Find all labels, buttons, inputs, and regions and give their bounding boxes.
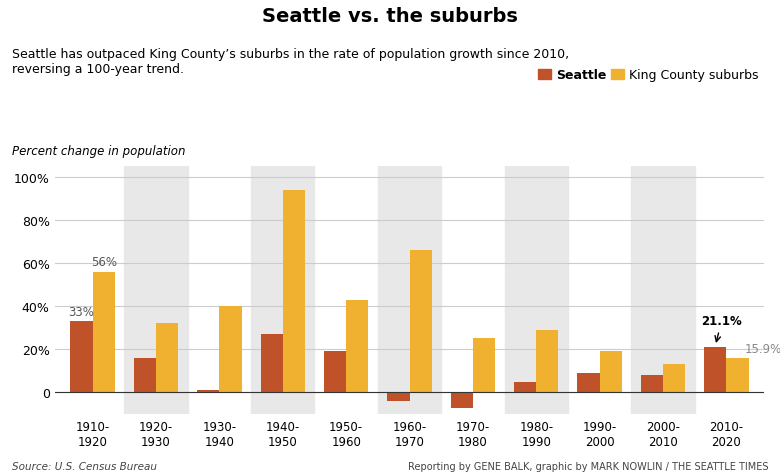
Bar (388, 393, 410, 401)
Bar (451, 393, 473, 407)
Bar (577, 373, 600, 393)
Bar (124, 167, 188, 414)
Bar (134, 358, 156, 393)
Bar (219, 307, 242, 393)
Bar (261, 335, 282, 393)
Bar (537, 330, 558, 393)
Legend: Seattle, King County suburbs: Seattle, King County suburbs (538, 69, 758, 82)
Text: Seattle vs. the suburbs: Seattle vs. the suburbs (262, 7, 518, 26)
Bar (346, 300, 368, 393)
Bar (600, 352, 622, 393)
Text: 56%: 56% (90, 256, 117, 269)
Text: 15.9%: 15.9% (745, 342, 780, 355)
Bar (251, 167, 314, 414)
Text: 33%: 33% (69, 306, 94, 318)
Bar (197, 390, 219, 393)
Text: 21.1%: 21.1% (701, 315, 742, 342)
Bar (156, 324, 178, 393)
Bar (631, 167, 695, 414)
Bar (641, 376, 663, 393)
Text: Percent change in population: Percent change in population (12, 145, 185, 158)
Text: Source: U.S. Census Bureau: Source: U.S. Census Bureau (12, 461, 157, 471)
Bar (378, 167, 441, 414)
Bar (726, 358, 749, 393)
Bar (93, 272, 115, 393)
Bar (410, 250, 431, 393)
Bar (282, 190, 305, 393)
Text: Seattle has outpaced King County’s suburbs in the rate of population growth sinc: Seattle has outpaced King County’s subur… (12, 48, 569, 76)
Bar (505, 167, 568, 414)
Bar (324, 352, 346, 393)
Bar (704, 347, 726, 393)
Text: Reporting by GENE BALK, graphic by MARK NOWLIN / THE SEATTLE TIMES: Reporting by GENE BALK, graphic by MARK … (408, 461, 768, 471)
Bar (663, 365, 685, 393)
Bar (473, 339, 495, 393)
Bar (514, 382, 537, 393)
Bar (70, 322, 93, 393)
